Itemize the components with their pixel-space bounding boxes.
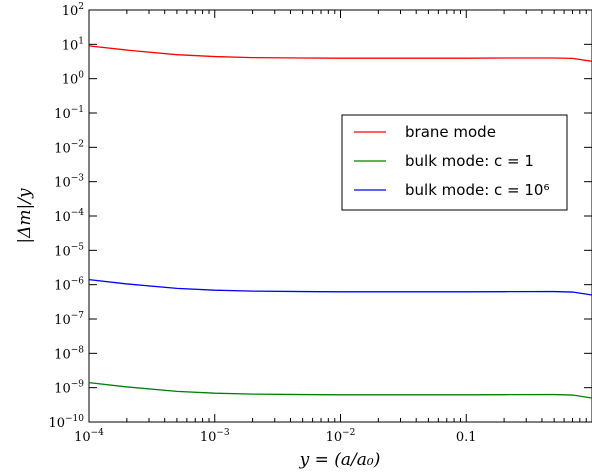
x-tick-labels: 10−4 10−3 10−2 0.1 (74, 428, 477, 445)
minor-ticks (126, 10, 587, 422)
y-axis-label: |Δm|/y (15, 188, 35, 244)
y-tick-label: 102 (62, 2, 84, 19)
y-tick-label: 101 (62, 36, 84, 53)
y-tick-label: 10−5 (54, 242, 84, 259)
legend-box (341, 114, 568, 211)
y-tick-label: 10−2 (54, 139, 84, 156)
y-tick-label: 100 (62, 71, 85, 88)
x-tick-label: 10−3 (200, 428, 230, 445)
x-tick-label: 10−4 (74, 428, 104, 445)
legend: brane mode bulk mode: c = 1 bulk mode: c =… (341, 114, 568, 211)
x-axis-label: y = (a/a₀) (299, 450, 381, 470)
y-tick-label: 10−9 (54, 380, 84, 397)
y-tick-label: 10−8 (54, 345, 84, 362)
y-tick-label: 10−3 (54, 174, 84, 191)
x-tick-label: 10−2 (326, 428, 356, 445)
series-line-3 (88, 279, 592, 296)
legend-label-1: brane mode (405, 123, 496, 141)
major-ticks (88, 9, 592, 423)
x-tick-label: 0.1 (456, 430, 477, 445)
y-tick-label: 10−1 (54, 105, 84, 122)
y-tick-label: 10−7 (54, 311, 84, 328)
y-tick-labels: 102 101 100 10−1 10−2 10−3 10−4 10−5 10−6 10−7 10−… (48, 2, 84, 431)
y-tick-label: 10−4 (54, 208, 84, 225)
legend-label-3: bulk mode: c = 10⁶ (405, 181, 549, 199)
series-line-2 (88, 382, 592, 399)
y-tick-label: 10−10 (48, 414, 84, 431)
y-tick-label: 10−6 (54, 277, 84, 294)
plot-frame (88, 9, 592, 423)
series-line-1 (88, 45, 592, 62)
legend-label-2: bulk mode: c = 1 (405, 152, 534, 170)
series-lines (88, 45, 592, 399)
